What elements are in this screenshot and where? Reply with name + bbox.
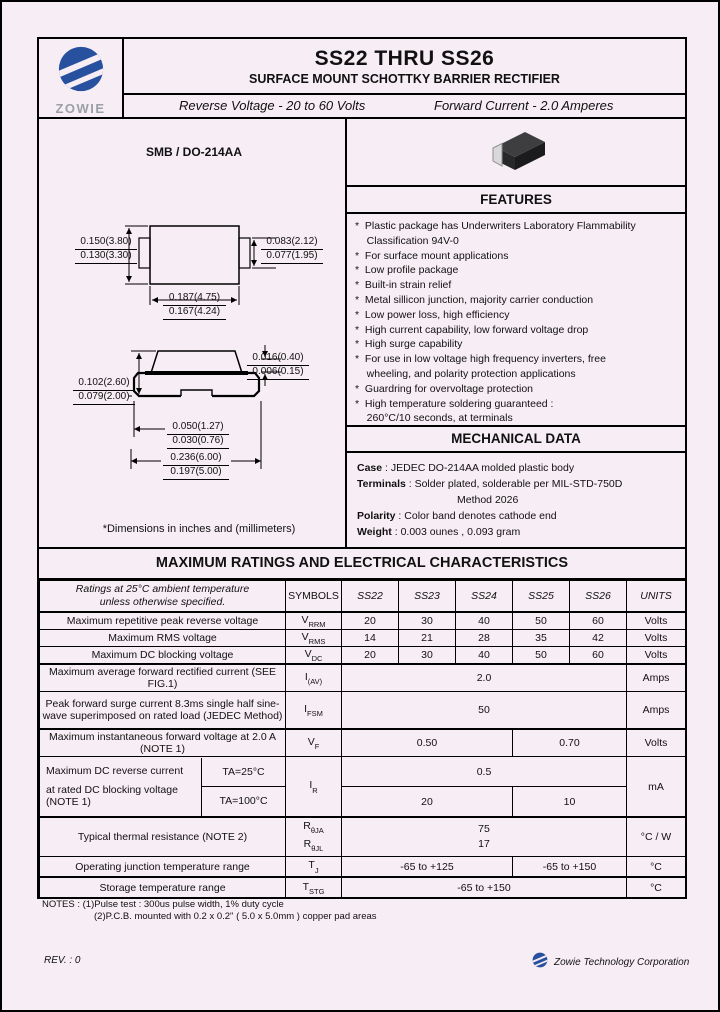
cond-ta100: TA=100°C xyxy=(219,795,268,808)
header: ZOWIE SS22 THRU SS26 SURFACE MOUNT SCHOT… xyxy=(39,39,685,119)
table-header-row: Ratings at 25°C ambient temperature unle… xyxy=(39,580,686,612)
part-ss22: SS22 xyxy=(341,580,399,612)
mech-terminals: Terminals : Solder plated, solderable pe… xyxy=(357,478,623,490)
zowie-footer-logo-icon xyxy=(532,952,548,973)
part-ss24: SS24 xyxy=(455,580,513,612)
ratings-table: Ratings at 25°C ambient temperature unle… xyxy=(39,580,686,900)
dim-topview-tab: 0.083(2.12) 0.077(1.95) xyxy=(261,236,323,264)
symbols-header: SYMBOLS xyxy=(285,580,342,612)
header-right: SS22 THRU SS26 SURFACE MOUNT SCHOTTKY BA… xyxy=(124,39,685,117)
package-name: SMB / DO-214AA xyxy=(145,145,243,159)
revision-label: REV. : 0 xyxy=(44,955,81,966)
table-row: Typical thermal resistance (NOTE 2) RθJA… xyxy=(39,815,686,858)
table-row: Peak forward surge current 8.3ms single … xyxy=(39,691,686,730)
footer-company: Zowie Technology Corporation xyxy=(532,952,689,973)
mechanical-title: MECHANICAL DATA xyxy=(347,427,685,453)
table-row: Maximum average forward rectified curren… xyxy=(39,662,686,693)
package-line-art xyxy=(125,225,281,469)
ratings-conditions: Ratings at 25°C ambient temperature unle… xyxy=(39,580,286,612)
ratings-table-title: MAXIMUM RATINGS AND ELECTRICAL CHARACTER… xyxy=(39,549,685,580)
mechanical-data: Case : JEDEC DO-214AA molded plastic bod… xyxy=(347,453,685,547)
feature-item: wheeling, and polarity protection applic… xyxy=(355,367,576,380)
part-ss23: SS23 xyxy=(398,580,456,612)
feature-item: * High surge capability xyxy=(355,338,463,351)
feature-item: * Built-in strain relief xyxy=(355,279,452,292)
brand-text: ZOWIE xyxy=(55,100,106,116)
dim-topview-height: 0.150(3.80) 0.130(3.30) xyxy=(75,236,137,264)
features-list: * Plastic package has Underwriters Labor… xyxy=(347,214,685,427)
ratings-banner: Reverse Voltage - 20 to 60 Volts Forward… xyxy=(124,93,685,117)
table-row: Maximum repetitive peak reverse voltage … xyxy=(39,610,686,630)
zowie-logo-icon xyxy=(56,45,106,100)
feature-item: * Low profile package xyxy=(355,264,459,277)
cond-ta25: TA=25°C xyxy=(202,758,285,788)
feature-item: * Low power loss, high efficiency xyxy=(355,308,510,321)
table-row: Operating junction temperature range TJ … xyxy=(39,856,686,878)
page-subtitle: SURFACE MOUNT SCHOTTKY BARRIER RECTIFIER xyxy=(249,71,560,86)
mech-terminals-method: Method 2026 xyxy=(457,494,519,506)
right-column: FEATURES * Plastic package has Underwrit… xyxy=(347,119,685,547)
page-title: SS22 THRU SS26 xyxy=(314,46,495,70)
features-title: FEATURES xyxy=(347,187,685,214)
feature-item: * Guardring for overvoltage protection xyxy=(355,382,534,395)
part-ss26: SS26 xyxy=(569,580,627,612)
smb-package-image xyxy=(492,132,545,170)
table-row: 20 10 xyxy=(40,786,686,818)
feature-item: * Metal sillicon junction, majority carr… xyxy=(355,293,594,306)
feature-item: * Plastic package has Underwriters Labor… xyxy=(355,220,636,232)
reverse-current-desc: Maximum DC reverse current at rated DC b… xyxy=(39,756,286,818)
company-name: Zowie Technology Corporation xyxy=(554,957,690,968)
main-frame: ZOWIE SS22 THRU SS26 SURFACE MOUNT SCHOT… xyxy=(37,37,687,900)
dim-sideview-span: 0.236(6.00) 0.197(5.00) xyxy=(163,452,229,480)
table-row: Maximum instantaneous forward voltage at… xyxy=(39,727,686,758)
table-row: Storage temperature range TSTG -65 to +1… xyxy=(39,875,686,900)
banner-forward-current: Forward Current - 2.0 Amperes xyxy=(434,98,614,113)
dim-sideview-lead-thickness: 0.016(0.40) 0.006(0.15) xyxy=(247,352,309,380)
part-ss25: SS25 xyxy=(512,580,570,612)
units-header: UNITS xyxy=(626,580,686,612)
feature-item: * High temperature soldering guaranteed … xyxy=(355,397,554,410)
banner-reverse-voltage: Reverse Voltage - 20 to 60 Volts xyxy=(179,98,366,113)
mech-polarity: Polarity : Color band denotes cathode en… xyxy=(357,510,557,522)
drawing-section: SMB / DO-214AA xyxy=(39,119,685,549)
notes: NOTES : (1)Pulse test : 300us pulse widt… xyxy=(42,899,377,923)
table-row: Maximum DC blocking voltage VDC 20 30 40 5… xyxy=(39,645,686,665)
mech-case: Case : JEDEC DO-214AA molded plastic bod… xyxy=(357,462,575,474)
mech-weight: Weight : 0.003 ounes , 0.093 gram xyxy=(357,526,521,538)
dim-topview-width: 0.187(4.75) 0.167(4.24) xyxy=(163,292,226,320)
package-photo xyxy=(347,119,685,187)
feature-item: * For use in low voltage high frequency … xyxy=(355,353,606,366)
logo-cell: ZOWIE xyxy=(39,39,124,117)
dim-sideview-foot: 0.050(1.27) 0.030(0.76) xyxy=(167,421,229,449)
table-row: Maximum DC reverse current at rated DC b… xyxy=(39,756,686,818)
table-row: Maximum RMS voltage VRMS 14 21 28 35 42 Vol… xyxy=(39,628,686,647)
feature-item: * For surface mount applications xyxy=(355,249,509,262)
note-2: (2)P.C.B. mounted with 0.2 x 0.2" ( 5.0 … xyxy=(94,911,377,922)
dimensions-note: *Dimensions in inches and (millimeters) xyxy=(102,523,296,535)
package-drawing-panel: SMB / DO-214AA xyxy=(39,119,347,547)
note-1: NOTES : (1)Pulse test : 300us pulse widt… xyxy=(42,899,284,910)
feature-item: Classification 94V-0 xyxy=(355,234,459,247)
feature-item: * High current capability, low forward v… xyxy=(355,323,589,336)
feature-item: 260°C/10 seconds, at terminals xyxy=(355,412,513,425)
dim-sideview-height: 0.102(2.60) 0.079(2.00) xyxy=(73,377,135,405)
